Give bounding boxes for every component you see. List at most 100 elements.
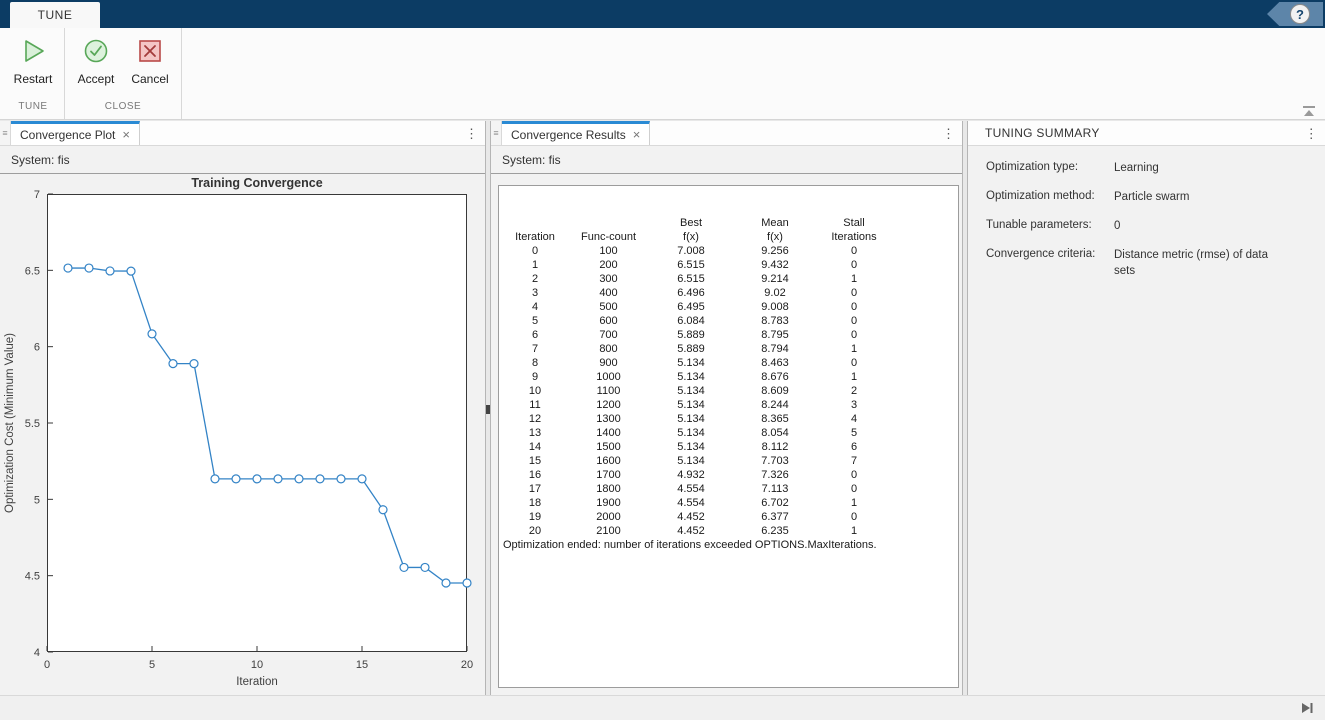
toolstrip-section-tune: Restart TUNE <box>2 28 65 119</box>
cancel-button[interactable]: Cancel <box>127 36 173 101</box>
table-row: 910005.1348.6761 <box>499 370 958 384</box>
table-row: 89005.1348.4630 <box>499 356 958 370</box>
summary-field-label: Optimization type: <box>986 161 1114 177</box>
table-cell: 9.02 <box>736 286 814 300</box>
close-icon[interactable]: × <box>122 128 130 141</box>
table-cell: 1500 <box>571 440 646 454</box>
svg-text:5.5: 5.5 <box>25 418 40 430</box>
restart-button[interactable]: Restart <box>10 36 56 101</box>
table-cell: 9.214 <box>736 272 814 286</box>
table-row: 1415005.1348.1126 <box>499 440 958 454</box>
help-icon: ? <box>1290 4 1310 24</box>
table-cell: 0 <box>814 328 894 342</box>
skip-end-icon[interactable] <box>1300 701 1315 720</box>
table-cell: 200 <box>571 258 646 272</box>
table-cell: 0 <box>814 356 894 370</box>
table-row: 1213005.1348.3654 <box>499 412 958 426</box>
tab-convergence-results[interactable]: Convergence Results × <box>502 121 650 145</box>
panel-convergence-plot: ≡ Convergence Plot × ⋮ System: fis 44.55… <box>0 121 486 695</box>
table-cell: 8.054 <box>736 426 814 440</box>
panel-menu-icon[interactable]: ⋮ <box>942 121 955 146</box>
table-row: 12006.5159.4320 <box>499 258 958 272</box>
table-cell: 1 <box>499 258 571 272</box>
svg-text:Training Convergence: Training Convergence <box>191 176 322 190</box>
table-cell: 600 <box>571 314 646 328</box>
table-cell: 300 <box>571 272 646 286</box>
table-cell: Mean <box>736 216 814 230</box>
table-cell: 0 <box>499 244 571 258</box>
table-cell: 500 <box>571 300 646 314</box>
table-cell: 1 <box>814 524 894 538</box>
panel-menu-icon[interactable]: ⋮ <box>465 121 478 146</box>
toolstrip-section-close: Accept Cancel CLOSE <box>65 28 182 119</box>
table-cell: 1100 <box>571 384 646 398</box>
table-row: BestMeanStall <box>499 216 958 230</box>
table-cell: 4 <box>814 412 894 426</box>
tab-handle-icon[interactable]: ≡ <box>491 121 502 145</box>
table-cell: 14 <box>499 440 571 454</box>
table-cell: 17 <box>499 482 571 496</box>
table-cell: 6.377 <box>736 510 814 524</box>
table-row: 1011005.1348.6092 <box>499 384 958 398</box>
table-cell: 1000 <box>571 370 646 384</box>
table-cell: 13 <box>499 426 571 440</box>
table-row: 01007.0089.2560 <box>499 244 958 258</box>
table-cell: 5.134 <box>646 370 736 384</box>
table-cell: Best <box>646 216 736 230</box>
table-row: 67005.8898.7950 <box>499 328 958 342</box>
table-row: 1920004.4526.3770 <box>499 510 958 524</box>
svg-text:Optimization Cost (Minimum Val: Optimization Cost (Minimum Value) <box>4 333 16 513</box>
table-cell: 2100 <box>571 524 646 538</box>
results-output-box: BestMeanStallIterationFunc-countf(x)f(x)… <box>498 185 959 688</box>
table-row: 1314005.1348.0545 <box>499 426 958 440</box>
summary-field-label: Optimization method: <box>986 190 1114 206</box>
summary-body: Optimization type:LearningOptimization m… <box>968 146 1325 279</box>
table-cell: 7.326 <box>736 468 814 482</box>
splitter-handle[interactable] <box>486 405 490 414</box>
table-cell: 16 <box>499 468 571 482</box>
toolstrip-group-label-tune: TUNE <box>6 101 60 119</box>
table-cell: 1400 <box>571 426 646 440</box>
table-cell: 8.794 <box>736 342 814 356</box>
summary-field-value: 0 <box>1114 219 1279 235</box>
table-cell: 6.496 <box>646 286 736 300</box>
table-cell: 1 <box>814 496 894 510</box>
accept-button[interactable]: Accept <box>73 36 119 101</box>
play-icon <box>20 38 46 67</box>
table-row: 1617004.9327.3260 <box>499 468 958 482</box>
help-button[interactable]: ? <box>1267 2 1323 26</box>
tab-handle-icon[interactable]: ≡ <box>0 121 11 145</box>
table-cell: 1300 <box>571 412 646 426</box>
panel-tuning-summary: TUNING SUMMARY ⋮ Optimization type:Learn… <box>967 121 1325 695</box>
table-cell: 6 <box>499 328 571 342</box>
table-cell: 1 <box>814 272 894 286</box>
svg-text:4: 4 <box>34 647 40 659</box>
table-cell: 4.452 <box>646 510 736 524</box>
check-circle-icon <box>83 38 109 67</box>
svg-text:15: 15 <box>356 659 368 671</box>
results-system-label: System: fis <box>491 146 962 174</box>
ribbon-tab-tune[interactable]: TUNE <box>10 2 100 28</box>
table-cell: 20 <box>499 524 571 538</box>
summary-field-value: Learning <box>1114 161 1279 177</box>
panel-menu-icon[interactable]: ⋮ <box>1305 121 1318 146</box>
toolstrip: TUNE ? Restart TUNE <box>0 0 1325 120</box>
table-cell <box>571 216 646 230</box>
table-cell: 8.783 <box>736 314 814 328</box>
tab-convergence-results-label: Convergence Results <box>511 128 626 142</box>
table-cell: 1700 <box>571 468 646 482</box>
table-cell: 8.112 <box>736 440 814 454</box>
tab-convergence-plot[interactable]: Convergence Plot × <box>11 121 140 145</box>
table-cell: 9.256 <box>736 244 814 258</box>
close-icon[interactable]: × <box>633 128 641 141</box>
table-cell: Func-count <box>571 230 646 244</box>
table-cell: 8.365 <box>736 412 814 426</box>
table-cell: 5.889 <box>646 328 736 342</box>
summary-field-label: Tunable parameters: <box>986 219 1114 235</box>
table-row: 23006.5159.2141 <box>499 272 958 286</box>
table-cell: 5 <box>814 426 894 440</box>
results-table: BestMeanStallIterationFunc-countf(x)f(x)… <box>499 216 958 538</box>
table-row: 1516005.1347.7037 <box>499 454 958 468</box>
collapse-toolstrip-icon[interactable] <box>1301 104 1317 116</box>
table-cell: 8.463 <box>736 356 814 370</box>
